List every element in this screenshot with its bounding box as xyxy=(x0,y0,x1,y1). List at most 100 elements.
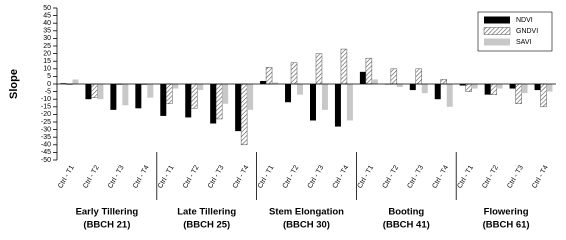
legend-swatch xyxy=(483,27,511,35)
group-label: Late Tillering xyxy=(177,207,236,218)
y-tick-label: -5 xyxy=(45,88,51,95)
group-code: (BBCH 61) xyxy=(483,220,530,231)
bar xyxy=(91,83,98,98)
bar xyxy=(85,84,92,100)
bar xyxy=(272,82,279,84)
bar xyxy=(465,83,472,92)
bar xyxy=(215,83,223,120)
legend-label: GNDVI xyxy=(516,28,538,35)
bar xyxy=(459,84,466,86)
bar xyxy=(446,84,453,107)
bar xyxy=(190,83,198,109)
bar xyxy=(147,84,154,98)
x-tick-label: Ctrl - T4 xyxy=(531,164,550,189)
x-tick-label: Ctrl - T1 xyxy=(157,164,176,189)
bar xyxy=(390,68,398,85)
x-tick-label: Ctrl - T1 xyxy=(257,164,276,189)
x-tick-label: Ctrl - T3 xyxy=(307,164,326,189)
y-tick-label: -10 xyxy=(41,96,51,103)
group-label: Booting xyxy=(388,207,424,218)
y-tick-label: 40 xyxy=(43,20,51,27)
bar xyxy=(260,80,267,84)
y-tick-label: 10 xyxy=(43,66,51,73)
legend-label: NDVI xyxy=(516,17,533,24)
group-label: Flowering xyxy=(484,207,529,218)
bar xyxy=(540,83,547,108)
x-tick-label: Ctrl - T4 xyxy=(332,164,351,189)
group-code: (BBCH 30) xyxy=(283,220,330,231)
bar xyxy=(110,84,117,110)
x-tick-label: Ctrl - T4 xyxy=(232,164,251,189)
bar xyxy=(135,84,142,109)
y-tick-label: 15 xyxy=(43,58,51,65)
group-code: (BBCH 25) xyxy=(183,220,230,231)
bar xyxy=(484,84,491,95)
group-code: (BBCH 21) xyxy=(83,220,130,231)
y-tick-label: 0 xyxy=(47,81,51,88)
y-tick-label: 20 xyxy=(43,50,51,57)
x-tick-label: Ctrl - T3 xyxy=(207,164,226,189)
x-tick-label: Ctrl - T2 xyxy=(182,164,201,189)
bar xyxy=(434,84,441,100)
x-tick-label: Ctrl - T4 xyxy=(431,164,450,189)
y-tick-label: -30 xyxy=(41,126,51,133)
y-tick-label: -45 xyxy=(41,149,51,156)
y-tick-label: -35 xyxy=(41,134,51,141)
bar xyxy=(421,84,428,94)
bar xyxy=(247,84,254,110)
y-tick-label: 35 xyxy=(43,28,51,35)
x-tick-label: Ctrl - T2 xyxy=(282,164,301,189)
bar xyxy=(166,83,173,105)
legend-label: SAVI xyxy=(516,39,531,46)
legend: NDVI GNDVI SAVI xyxy=(477,11,553,52)
y-axis-label: Slope xyxy=(8,69,20,99)
bar xyxy=(534,84,541,91)
bar xyxy=(172,84,179,89)
bar xyxy=(515,83,522,105)
bar xyxy=(415,68,423,85)
bar xyxy=(285,84,292,103)
x-tick-label: Ctrl - T3 xyxy=(406,164,425,189)
y-tick-label: -20 xyxy=(41,111,51,118)
x-tick-label: Ctrl - T2 xyxy=(382,164,401,189)
bar xyxy=(235,84,242,132)
bar xyxy=(122,84,129,106)
bar xyxy=(440,79,447,85)
bar xyxy=(359,71,366,84)
bar xyxy=(471,84,478,89)
group-label: Early Tillering xyxy=(76,207,139,218)
legend-swatch xyxy=(484,38,510,46)
bar xyxy=(409,84,416,91)
bar xyxy=(210,84,217,124)
bar xyxy=(315,53,323,85)
bar xyxy=(297,84,304,95)
bar xyxy=(321,84,328,110)
bar xyxy=(496,84,503,89)
y-tick-label: -15 xyxy=(41,104,51,111)
bar xyxy=(371,79,378,84)
bar xyxy=(72,79,79,84)
x-tick-label: Ctrl - T2 xyxy=(82,164,101,189)
bar xyxy=(197,84,204,91)
y-tick-label: -25 xyxy=(41,119,51,126)
x-tick-label: Ctrl - T4 xyxy=(132,164,151,189)
bar xyxy=(546,84,553,92)
bar xyxy=(160,84,167,116)
y-tick-label: -40 xyxy=(41,142,51,149)
bar xyxy=(97,84,104,100)
x-tick-label: Ctrl - T3 xyxy=(107,164,126,189)
y-tick-label: 50 xyxy=(43,5,51,12)
bar xyxy=(509,84,516,89)
bar xyxy=(365,57,373,85)
bar xyxy=(346,84,353,121)
bar xyxy=(290,62,298,85)
bar xyxy=(396,84,403,88)
legend-swatch xyxy=(484,16,510,24)
y-tick-label: 5 xyxy=(47,73,51,80)
x-tick-label: Ctrl - T3 xyxy=(506,164,525,189)
group-code: (BBCH 41) xyxy=(383,220,430,231)
bar xyxy=(240,83,248,146)
bar xyxy=(185,84,192,118)
